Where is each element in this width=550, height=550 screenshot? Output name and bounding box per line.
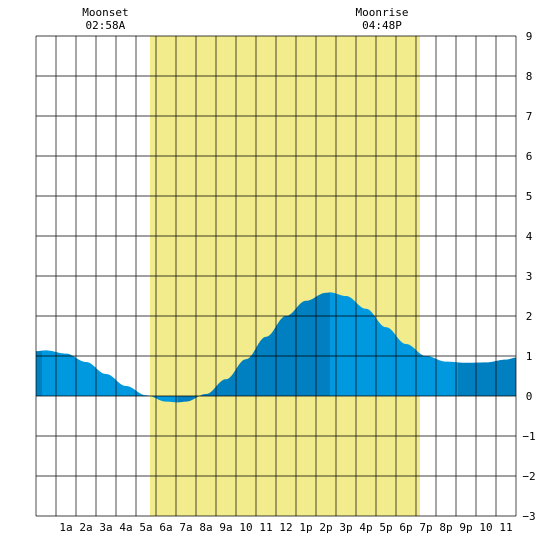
x-tick-label: 5a xyxy=(139,521,152,534)
y-tick-label: 1 xyxy=(526,350,533,363)
tide-segment-rising xyxy=(178,292,330,403)
moon-event-label: Moonset xyxy=(82,6,128,19)
y-tick-label: 9 xyxy=(526,30,533,43)
y-tick-label: 4 xyxy=(526,230,533,243)
x-tick-label: 2a xyxy=(79,521,92,534)
moon-event-time: 04:48P xyxy=(362,19,402,32)
x-tick-label: 10 xyxy=(479,521,492,534)
x-tick-label: 11 xyxy=(499,521,512,534)
moon-event-label: Moonrise xyxy=(356,6,409,19)
x-tick-label: 9a xyxy=(219,521,232,534)
x-tick-label: 7p xyxy=(419,521,432,534)
y-tick-label: −3 xyxy=(522,510,535,523)
y-tick-label: −2 xyxy=(522,470,535,483)
x-tick-label: 4a xyxy=(119,521,132,534)
y-tick-label: 2 xyxy=(526,310,533,323)
x-tick-label: 3p xyxy=(339,521,352,534)
x-tick-labels: 1a 2a 3a 4a 5a 6a 7a 8a 9a 10 11 12 1p 2p 3p 4p 5p 6p 7p 8p… xyxy=(59,521,512,534)
x-tick-label: 5p xyxy=(379,521,392,534)
y-tick-label: 5 xyxy=(526,190,533,203)
y-tick-label: 0 xyxy=(526,390,533,403)
y-tick-labels: 9 8 7 6 5 4 3 2 1 0 −1 −2 −3 xyxy=(522,30,535,523)
x-tick-label: 2p xyxy=(319,521,332,534)
y-tick-label: 8 xyxy=(526,70,533,83)
x-tick-label: 11 xyxy=(259,521,272,534)
x-tick-label: 4p xyxy=(359,521,372,534)
x-tick-label: 8p xyxy=(439,521,452,534)
tide-segment-rising xyxy=(458,357,516,396)
x-tick-label: 1p xyxy=(299,521,312,534)
x-tick-label: 10 xyxy=(239,521,252,534)
y-tick-label: 6 xyxy=(526,150,533,163)
x-tick-label: 7a xyxy=(179,521,192,534)
y-tick-label: −1 xyxy=(522,430,535,443)
x-tick-label: 9p xyxy=(459,521,472,534)
x-tick-label: 6p xyxy=(399,521,412,534)
y-tick-label: 3 xyxy=(526,270,533,283)
tide-segment-falling xyxy=(330,292,458,396)
x-tick-label: 6a xyxy=(159,521,172,534)
grid-lines xyxy=(35,35,517,517)
x-tick-label: 3a xyxy=(99,521,112,534)
x-tick-label: 12 xyxy=(279,521,292,534)
moon-event-time: 02:58A xyxy=(86,19,126,32)
x-tick-label: 1a xyxy=(59,521,72,534)
tide-segment-high-start xyxy=(36,350,42,396)
x-tick-label: 8a xyxy=(199,521,212,534)
y-tick-label: 7 xyxy=(526,110,533,123)
